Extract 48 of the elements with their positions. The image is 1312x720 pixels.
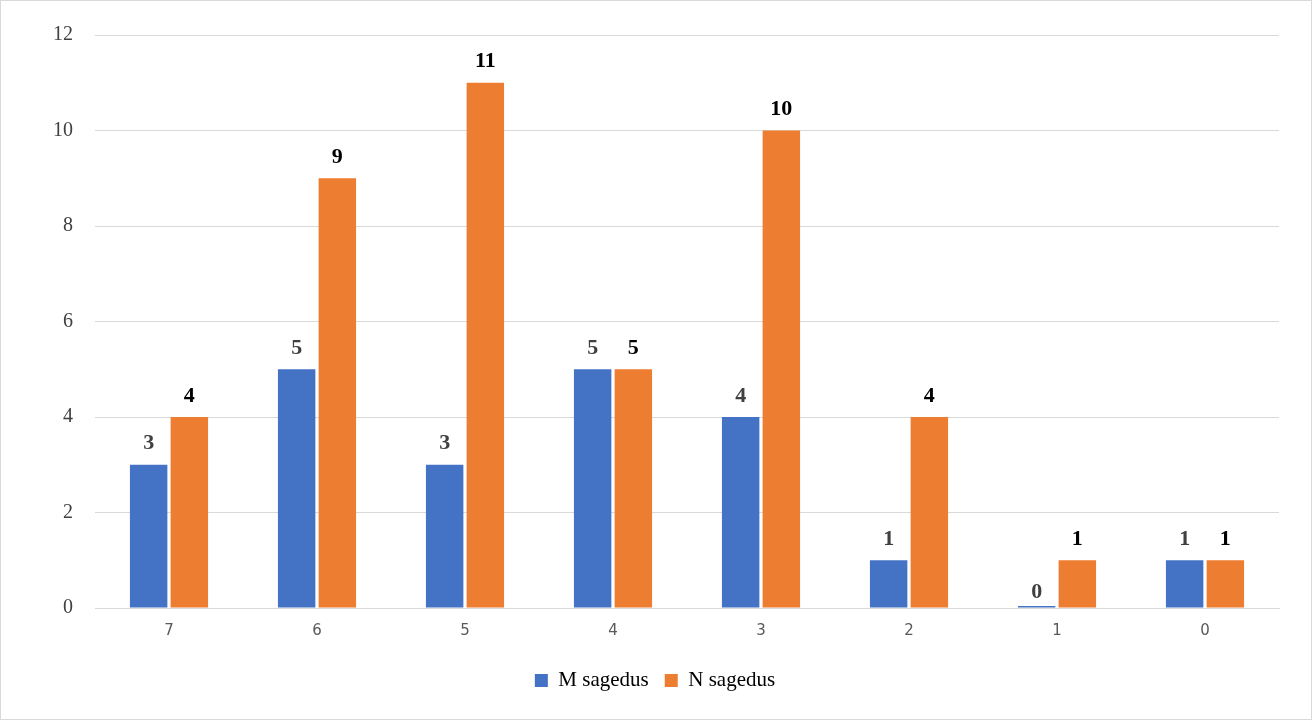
y-tick-label: 6 [63, 308, 73, 331]
data-label: 3 [143, 429, 155, 455]
y-tick-label: 8 [63, 213, 73, 236]
legend-label: N sagedus [688, 667, 776, 692]
bar [1165, 560, 1204, 608]
x-tick-label: 2 [904, 620, 914, 639]
bar [721, 417, 760, 608]
x-tick-label: 6 [312, 620, 322, 639]
data-label: 0 [1031, 577, 1043, 603]
bar [425, 464, 464, 608]
legend-label: M sagedus [558, 667, 649, 692]
y-tick-label: 2 [63, 499, 73, 522]
data-label: 4 [923, 381, 935, 407]
x-tick-label: 0 [1200, 620, 1210, 639]
y-tick-label: 12 [53, 22, 73, 45]
y-tick-label: 10 [53, 117, 73, 140]
x-tick-label: 3 [756, 620, 766, 639]
data-label: 3 [439, 429, 451, 455]
data-label: 1 [1179, 524, 1191, 550]
x-tick-label: 1 [1052, 620, 1062, 639]
bar [614, 369, 653, 608]
data-label: 1 [1071, 524, 1083, 550]
bar [573, 369, 612, 608]
x-tick-label: 5 [460, 620, 470, 639]
data-label: 5 [291, 333, 303, 359]
bar [869, 560, 908, 608]
data-label: 5 [587, 333, 599, 359]
data-label: 10 [770, 95, 793, 121]
bar [170, 417, 209, 608]
bar [1058, 560, 1097, 608]
data-label: 5 [627, 333, 639, 359]
bar [762, 130, 801, 608]
y-tick-label: 0 [63, 595, 73, 618]
bar [277, 369, 316, 608]
data-label: 9 [331, 142, 343, 168]
bar [129, 464, 168, 608]
data-label: 1 [1219, 524, 1231, 550]
data-label: 11 [474, 47, 496, 73]
bar [910, 417, 949, 608]
x-tick-label: 4 [608, 620, 618, 639]
y-tick-label: 4 [63, 404, 73, 427]
data-label: 4 [735, 381, 747, 407]
bar [318, 178, 357, 608]
bar [1206, 560, 1245, 608]
data-label: 4 [183, 381, 195, 407]
bar [466, 82, 505, 608]
x-tick-label: 7 [164, 620, 174, 639]
data-label: 1 [883, 524, 895, 550]
